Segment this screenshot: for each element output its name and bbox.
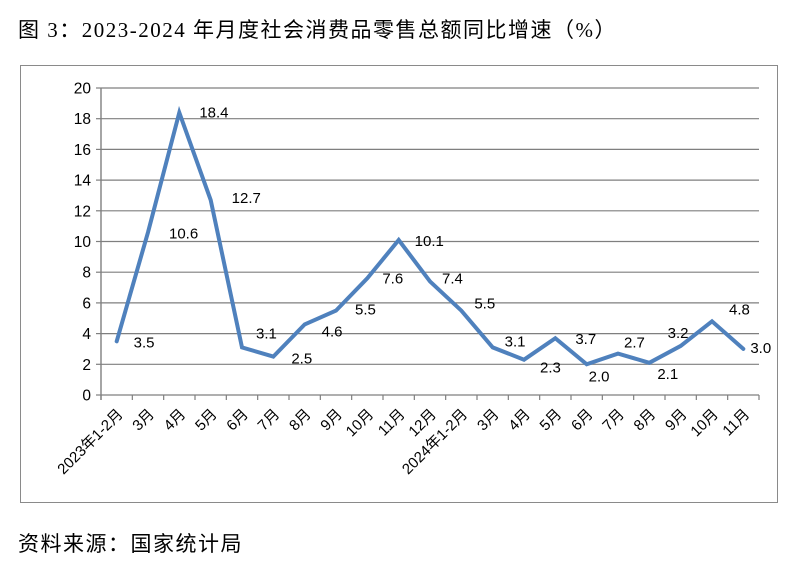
x-tick-label: 5月 <box>192 406 221 435</box>
y-tick-label: 10 <box>74 234 92 251</box>
data-label: 3.2 <box>668 325 689 342</box>
x-tick-label: 8月 <box>286 406 315 435</box>
x-tick-label: 3月 <box>474 406 503 435</box>
chart-canvas: 0 2 4 6 8 10 12 14 16 18 20 3.5 10.6 18.4 12.7 3.1 2.5 4.… <box>54 81 772 478</box>
data-label: 12.7 <box>232 190 261 207</box>
x-tick-label: 3月 <box>129 406 158 435</box>
x-tick-label: 11月 <box>719 406 753 440</box>
data-label: 2.0 <box>589 368 610 385</box>
y-tick-label: 20 <box>74 81 92 98</box>
x-tick-label: 6月 <box>568 406 597 435</box>
x-tick-label: 2023年1-2月 <box>54 406 126 478</box>
x-tick-label: 7月 <box>599 406 628 435</box>
figure-title: 图 3：2023-2024 年月度社会消费品零售总额同比增速（%） <box>18 18 617 42</box>
x-tick-label: 11月 <box>375 406 409 440</box>
x-axis-labels: 2023年1-2月 3月 4月 5月 6月 7月 8月 9月10月11月12月2024年1-2… <box>54 406 753 478</box>
y-tick-label: 4 <box>82 326 91 343</box>
data-label: 2.5 <box>291 351 312 368</box>
y-tick-label: 14 <box>74 173 92 190</box>
data-label: 7.4 <box>442 270 463 287</box>
x-tick-label: 10月 <box>687 406 721 440</box>
data-label: 4.6 <box>322 323 343 340</box>
x-tick-label: 4月 <box>161 406 190 435</box>
y-tick-label: 8 <box>82 265 91 282</box>
y-axis-labels: 0 2 4 6 8 10 12 14 16 18 20 <box>74 81 92 405</box>
data-label: 18.4 <box>199 105 228 122</box>
figure-source: 资料来源：国家统计局 <box>18 532 243 556</box>
data-label: 5.5 <box>474 296 495 313</box>
data-label: 2.7 <box>624 335 645 352</box>
y-tick-label: 2 <box>82 357 91 374</box>
data-label: 2.1 <box>657 366 678 383</box>
y-tick-label: 6 <box>82 295 91 312</box>
x-tick-label: 9月 <box>662 406 691 435</box>
y-tick-label: 18 <box>74 111 91 128</box>
data-label: 3.7 <box>575 331 596 348</box>
data-labels: 3.5 10.6 18.4 12.7 3.1 2.5 4.6 5.5 7.6 10.1 7.4 5.5… <box>134 105 772 386</box>
x-tick-label: 9月 <box>317 406 346 435</box>
x-tick-label: 6月 <box>223 406 252 435</box>
y-tick-label: 12 <box>74 203 91 220</box>
x-tick-label: 4月 <box>505 406 534 435</box>
y-tick-label: 16 <box>74 142 91 159</box>
data-label: 4.8 <box>729 301 750 318</box>
y-tick-label: 0 <box>82 388 91 405</box>
data-label: 7.6 <box>382 270 403 287</box>
trend-line <box>114 105 746 367</box>
data-label: 5.5 <box>355 302 376 319</box>
axes <box>100 88 760 400</box>
data-label: 3.1 <box>505 333 526 350</box>
data-label: 10.6 <box>169 225 198 242</box>
x-tick-label: 10月 <box>343 406 377 440</box>
y-gridlines <box>96 87 759 396</box>
data-label: 10.1 <box>415 233 444 250</box>
x-tick-label: 7月 <box>255 406 284 435</box>
data-label: 3.0 <box>750 340 771 357</box>
x-tick-label: 8月 <box>631 406 660 435</box>
data-label: 3.5 <box>134 334 155 351</box>
data-label: 2.3 <box>540 360 561 377</box>
retail-sales-line-chart: 0 2 4 6 8 10 12 14 16 18 20 3.5 10.6 18.4 12.7 3.1 2.5 4.… <box>20 65 778 503</box>
x-tick-label: 5月 <box>537 406 566 435</box>
data-label: 3.1 <box>256 325 277 342</box>
